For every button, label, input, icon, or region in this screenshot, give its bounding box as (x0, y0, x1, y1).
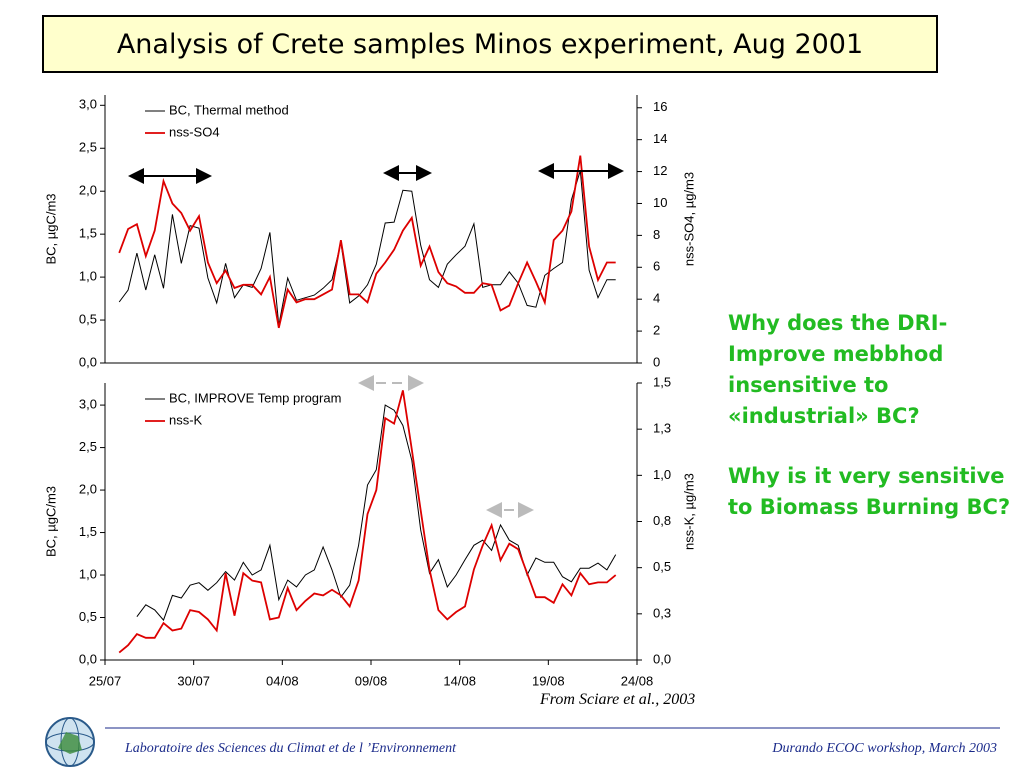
question: Why is it very sensitive to Biomass Burn… (728, 464, 1011, 519)
y-tick-label: 1,0 (79, 566, 97, 581)
x-tick-label: 14/08 (443, 673, 476, 688)
y2-axis-label: nss-K, µg/m3 (681, 473, 696, 550)
legend-label: BC, IMPROVE Temp program (169, 390, 341, 405)
y2-tick-label: 2 (653, 323, 660, 338)
y2-tick-label: 10 (653, 195, 667, 210)
x-tick-label: 24/08 (621, 673, 654, 688)
series-line (118, 155, 616, 329)
y-tick-label: 0,0 (79, 354, 97, 369)
y2-axis-label: nss-SO4, µg/m3 (681, 172, 696, 266)
series-line (118, 390, 617, 654)
y-tick-label: 0,0 (79, 651, 97, 666)
y-tick-label: 1,5 (79, 226, 97, 241)
legend-box (139, 99, 359, 149)
x-tick-label: 30/07 (177, 673, 210, 688)
y2-tick-label: 6 (653, 259, 660, 274)
y2-tick-label: 1,5 (653, 374, 671, 389)
legend: BC, IMPROVE Temp program nss-K (139, 387, 359, 437)
y-tick-label: 2,0 (79, 481, 97, 496)
legend-label: BC, Thermal method (169, 102, 289, 117)
x-tick-label: 09/08 (355, 673, 388, 688)
y-tick-label: 0,5 (79, 609, 97, 624)
question: Why does the DRI-Improve mebbhod insensi… (728, 311, 948, 428)
legend-box (139, 387, 359, 437)
y2-tick-label: 0,0 (653, 651, 671, 666)
x-tick-label: 25/07 (89, 673, 122, 688)
slide-title: Analysis of Crete samples Minos experime… (42, 15, 938, 73)
chart: 0,0 0,5 1,0 1,5 2,0 2,5 3,0 0 2 4 6 8 10 12 14 16 BC, µg… (43, 95, 696, 369)
x-tick-label: 04/08 (266, 673, 299, 688)
y-tick-label: 1,0 (79, 269, 97, 284)
x-tick-label: 19/08 (532, 673, 565, 688)
legend-label: nss-K (169, 412, 203, 427)
logo (45, 717, 95, 767)
y2-tick-label: 8 (653, 227, 660, 242)
annotation-arrows (128, 163, 624, 518)
y-tick-label: 2,5 (79, 439, 97, 454)
series-line (118, 170, 616, 326)
y-tick-label: 2,0 (79, 183, 97, 198)
y-tick-label: 3,0 (79, 97, 97, 112)
footer-left: Laboratoire des Sciences du Climat et de… (125, 741, 457, 756)
y2-tick-label: 0,5 (653, 559, 671, 574)
y-tick-label: 0,5 (79, 311, 97, 326)
y2-tick-label: 0 (653, 354, 660, 369)
y2-tick-label: 16 (653, 99, 667, 114)
y2-tick-label: 14 (653, 131, 667, 146)
series-line (136, 404, 617, 622)
y2-tick-label: 0,3 (653, 605, 671, 620)
questions: Why does the DRI-Improve mebbhod insensi… (728, 308, 1018, 552)
y2-tick-label: 12 (653, 163, 667, 178)
y-tick-label: 3,0 (79, 397, 97, 412)
legend-label: nss-SO4 (169, 124, 220, 139)
footer-right: Durando ECOC workshop, March 2003 (772, 741, 997, 756)
y-axis-label: BC, µgC/m3 (43, 193, 58, 264)
y-tick-label: 1,5 (79, 524, 97, 539)
citation: From Sciare et al., 2003 (540, 691, 696, 708)
y2-tick-label: 4 (653, 291, 660, 306)
y-tick-label: 2,5 (79, 140, 97, 155)
legend: BC, Thermal method nss-SO4 (139, 99, 359, 149)
chart: 0,0 0,5 1,0 1,5 2,0 2,5 3,0 0,0 0,3 0,5 0,8 1,0 1,3 1… (43, 374, 696, 688)
y2-tick-label: 1,0 (653, 467, 671, 482)
y2-tick-label: 1,3 (653, 421, 671, 436)
y-axis-label: BC, µgC/m3 (43, 486, 58, 557)
logo-land (58, 732, 82, 754)
y2-tick-label: 0,8 (653, 513, 671, 528)
